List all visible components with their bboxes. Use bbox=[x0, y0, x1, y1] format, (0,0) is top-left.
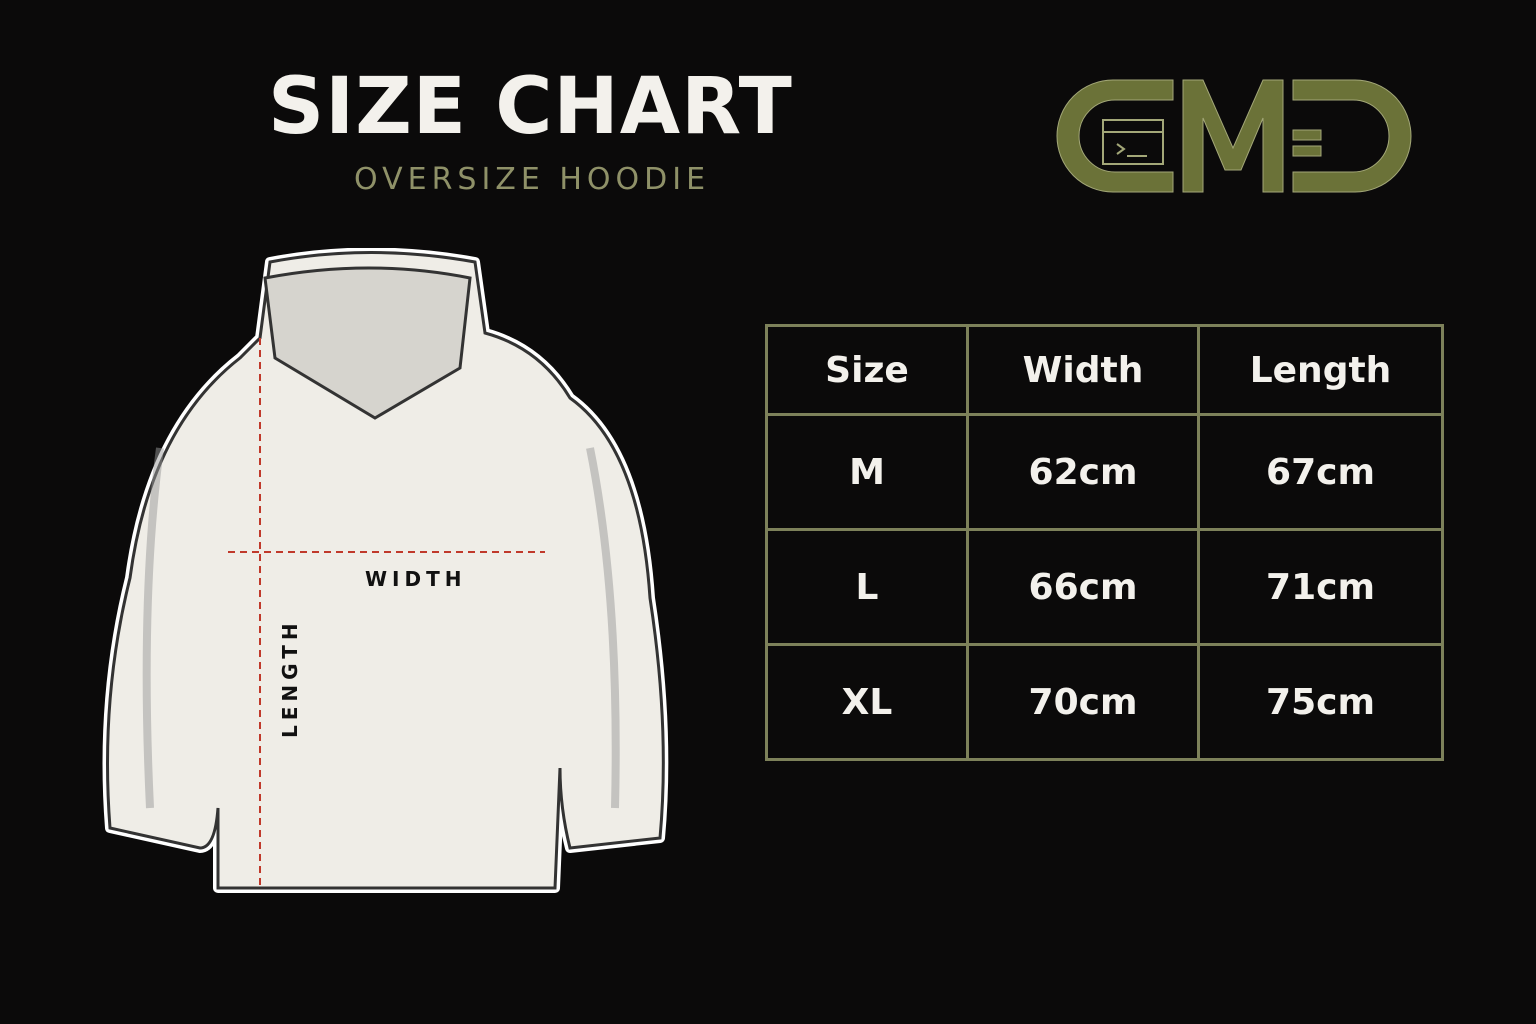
page-subtitle: OVERSIZE HOODIE bbox=[354, 162, 711, 197]
size-table: Size Width Length M 62cm 67cm L 66cm 71c… bbox=[765, 324, 1444, 761]
brand-logo bbox=[1056, 79, 1412, 193]
terminal-icon bbox=[1102, 119, 1164, 165]
cell-length: 75cm bbox=[1197, 643, 1444, 761]
header-size: Size bbox=[765, 324, 969, 416]
cell-size: M bbox=[765, 413, 969, 531]
table-row: XL 70cm 75cm bbox=[765, 643, 1444, 761]
table-row: M 62cm 67cm bbox=[765, 413, 1444, 531]
header-width: Width bbox=[966, 324, 1200, 416]
length-label: LENGTH bbox=[278, 618, 302, 738]
cell-length: 71cm bbox=[1197, 528, 1444, 646]
cell-size: XL bbox=[765, 643, 969, 761]
cell-size: L bbox=[765, 528, 969, 646]
header-length: Length bbox=[1197, 324, 1444, 416]
table-header-row: Size Width Length bbox=[765, 324, 1444, 416]
hoodie-illustration: WIDTH LENGTH bbox=[102, 248, 669, 893]
width-label: WIDTH bbox=[365, 567, 466, 591]
cell-width: 62cm bbox=[966, 413, 1200, 531]
cell-length: 67cm bbox=[1197, 413, 1444, 531]
page-title: SIZE CHART bbox=[268, 62, 793, 152]
cell-width: 66cm bbox=[966, 528, 1200, 646]
table-row: L 66cm 71cm bbox=[765, 528, 1444, 646]
cell-width: 70cm bbox=[966, 643, 1200, 761]
